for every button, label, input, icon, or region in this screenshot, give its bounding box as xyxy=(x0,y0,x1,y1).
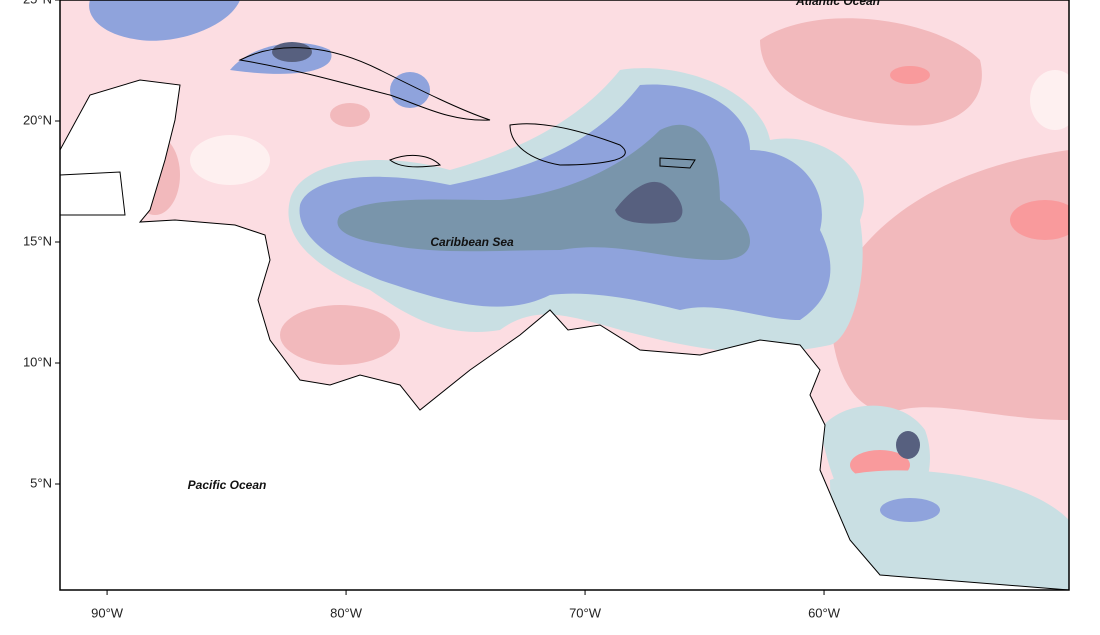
islands xyxy=(238,47,696,169)
y-tick-label: 20°N xyxy=(23,112,52,127)
x-tick-label: 70°W xyxy=(569,605,602,620)
border xyxy=(60,171,126,216)
y-tick-label: 5°N xyxy=(30,475,52,490)
y-tick-label: 15°N xyxy=(23,233,52,248)
y-tick-label: 10°N xyxy=(23,354,52,369)
x-tick-label: 90°W xyxy=(91,605,124,620)
place-label: Atlantic Ocean xyxy=(795,0,880,8)
mainland xyxy=(60,79,1069,590)
map-frame xyxy=(59,0,1070,591)
x-tick-label: 80°W xyxy=(330,605,363,620)
x-tick-label: 60°W xyxy=(808,605,841,620)
land xyxy=(60,79,1069,590)
place-label: Caribbean Sea xyxy=(430,235,514,249)
map-panel: Atlantic Ocean Caribbean Sea Pacific Oce… xyxy=(60,0,1069,590)
y-tick-label: 25°N xyxy=(23,0,52,6)
place-label: Pacific Ocean xyxy=(188,478,267,492)
